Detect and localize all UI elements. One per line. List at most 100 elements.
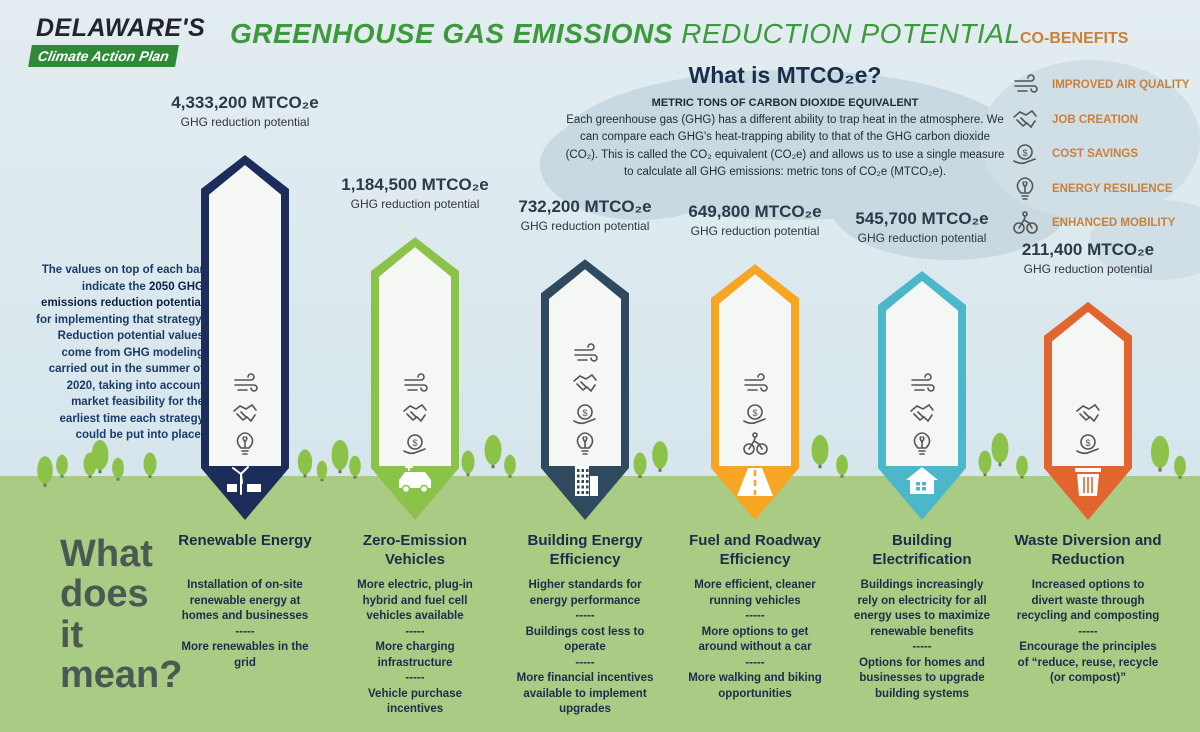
tree-icon [91,440,109,474]
category-label: Waste Diversion and Reduction [1014,532,1162,569]
description-line: More charging infrastructure [375,641,455,669]
description-line: Increased options to divert waste throug… [1016,579,1160,623]
co-benefit-label: IMPROVED AIR QUALITY [1052,79,1190,91]
handshake-icon [1076,403,1100,423]
category-description: More efficient, cleaner running vehicles… [683,578,827,702]
coin-icon: $ [1013,144,1036,165]
bar-1 [201,155,289,520]
bar-value-label: 4,333,200 MTCO₂e GHG reduction potential [145,93,345,129]
coin-icon: $ [743,404,766,425]
tree-icon [504,454,516,478]
bar-value-caption: GHG reduction potential [180,115,310,129]
wind-icon [911,373,935,392]
what-does-it-mean-heading: What does it mean? [60,533,183,696]
electric-house-icon [906,467,938,494]
tree-icon [1150,435,1170,472]
wind-icon [234,373,258,392]
description-line: Buildings increasingly rely on electrici… [853,579,991,638]
bar-inner [549,269,621,466]
description-line: More walking and biking opportunities [688,672,822,700]
svg-text:$: $ [752,408,757,418]
bar-value: 1,184,500 MTCO₂e [341,175,489,195]
bar-value-caption: GHG reduction potential [520,219,650,234]
lightbulb-icon [913,432,931,455]
tree-icon [652,441,668,472]
co-benefit-item: IMPROVED AIR QUALITY [1010,70,1190,100]
trash-can-icon [1075,468,1101,496]
bar-value: 211,400 MTCO₂e [1021,239,1155,259]
tree-icon [978,450,992,476]
svg-text:$: $ [412,438,417,448]
bar-3: $ [541,259,629,520]
bar-value-label: 649,800 MTCO₂e GHG reduction potential [655,202,855,238]
note-post: for implementing that strategy. Reductio… [36,313,204,442]
bar-value: 545,700 MTCO₂e [855,209,989,229]
bar-2: $ [371,237,459,520]
category-label: Renewable Energy [178,532,312,549]
bar-value-label: 1,184,500 MTCO₂e GHG reduction potential [315,175,515,211]
bar-value-caption: GHG reduction potential [350,197,480,212]
bar-bottom [209,466,281,510]
cloud [540,110,740,220]
category-description: Increased options to divert waste throug… [1016,578,1160,687]
tree-icon [991,433,1009,467]
wind-icon [404,373,428,392]
category-description: Installation of on-site renewable energy… [173,578,317,671]
divider: ----- [405,672,425,685]
co-benefits-legend: CO-BENEFITS IMPROVED AIR QUALITY JOB CREA… [1010,30,1190,234]
tree-icon [484,435,502,469]
bar-value-label: 732,200 MTCO₂e GHG reduction potential [485,197,685,233]
cyclist-icon [1013,211,1038,234]
tree-icon [349,455,361,479]
title-part2: REDUCTION POTENTIAL [672,18,1021,49]
handshake-icon [233,403,257,423]
logo-line1: DELAWARE'S [36,14,206,42]
co-benefit-label: JOB CREATION [1052,113,1139,126]
wind-solar-icon [227,466,261,495]
handshake-icon [910,403,934,423]
cloud [1090,200,1200,280]
divider: ----- [235,625,255,638]
co-benefit-icon-wrap [1014,74,1038,93]
wind-icon [744,373,768,392]
description-line: Encourage the principles of “reduce, reu… [1017,641,1159,685]
co-benefit-item: JOB CREATION [1010,105,1138,135]
tree-icon [1174,455,1186,479]
tree-icon [1016,455,1028,479]
tree-icon [297,449,313,478]
bar-value: 649,800 MTCO₂e [688,202,822,222]
coin-icon: $ [403,434,426,455]
co-benefit-label: ENERGY RESILIENCE [1052,182,1173,195]
divider: ----- [912,641,932,654]
description-line: Higher standards for energy performance [528,579,642,607]
wind-icon [1014,74,1038,93]
description-line: More electric, plug-in hybrid and fuel c… [357,579,473,623]
bar-4: $ [711,264,799,520]
tree-icon [316,460,328,482]
road-icon [737,468,773,496]
tree-icon [331,440,349,474]
category-label: Zero-Emission Vehicles [362,532,468,569]
bar-value-caption: GHG reduction potential [1023,261,1153,276]
bar-inner [719,274,791,466]
bar-value-label: 211,400 MTCO₂e GHG reduction potential [988,240,1188,276]
description-line: Options for homes and businesses to upgr… [859,656,985,700]
handshake-icon [573,373,597,393]
tree-icon [811,435,829,469]
bar-value-caption: GHG reduction potential [690,224,820,239]
description-line: Buildings cost less to operate [525,625,645,654]
chart-note: The values on top of each bar indicate t… [36,262,204,444]
mtco-body: Each greenhouse gas (GHG) has a differen… [565,114,1005,178]
tree-icon [37,456,53,487]
bar-inner [209,165,281,466]
tree-icon [633,452,647,478]
svg-text:$: $ [1085,438,1090,448]
co-benefits-title: CO-BENEFITS [1020,30,1129,47]
divider: ----- [405,625,425,638]
electric-car-icon [399,463,431,494]
co-benefit-item: ENHANCED MOBILITY [1010,208,1175,238]
tree-icon [143,452,157,478]
description-line: More efficient, cleaner running vehicles [694,579,816,607]
page-title: GREENHOUSE GAS EMISSIONS REDUCTION POTEN… [230,18,1021,50]
